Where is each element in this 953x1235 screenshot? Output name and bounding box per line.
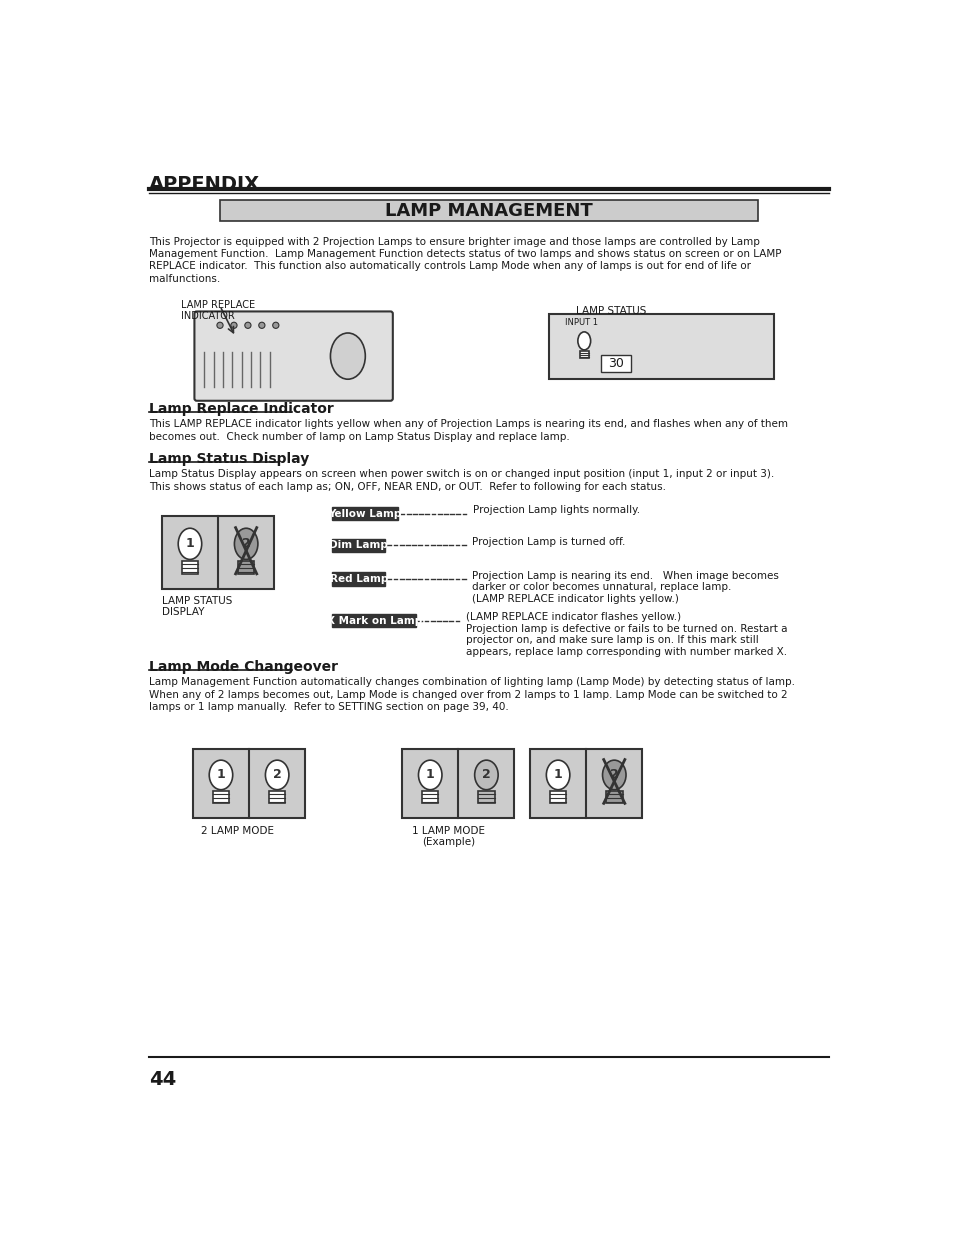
Text: REPLACE indicator.  This function also automatically controls Lamp Mode when any: REPLACE indicator. This function also au…	[149, 262, 750, 272]
Text: Projection Lamp is turned off.: Projection Lamp is turned off.	[472, 537, 624, 547]
FancyBboxPatch shape	[269, 790, 285, 803]
Text: X Mark on Lamp: X Mark on Lamp	[326, 615, 421, 626]
Text: 1: 1	[425, 768, 435, 782]
Text: LAMP STATUS
DISPLAY: LAMP STATUS DISPLAY	[162, 595, 232, 618]
Text: projector on, and make sure lamp is on. If this mark still: projector on, and make sure lamp is on. …	[465, 635, 758, 645]
Text: Projection lamp is defective or fails to be turned on. Restart a: Projection lamp is defective or fails to…	[465, 624, 786, 634]
FancyBboxPatch shape	[421, 790, 438, 803]
Ellipse shape	[546, 761, 569, 789]
FancyBboxPatch shape	[194, 311, 393, 401]
FancyBboxPatch shape	[332, 508, 397, 520]
Text: 1: 1	[186, 537, 194, 551]
Text: malfunctions.: malfunctions.	[149, 274, 220, 284]
Text: 2: 2	[241, 537, 251, 551]
Ellipse shape	[245, 322, 251, 329]
FancyBboxPatch shape	[549, 790, 566, 803]
Ellipse shape	[418, 761, 441, 789]
Ellipse shape	[209, 761, 233, 789]
Text: (LAMP REPLACE indicator flashes yellow.): (LAMP REPLACE indicator flashes yellow.)	[465, 613, 680, 622]
Text: 1 LAMP MODE
(Example): 1 LAMP MODE (Example)	[412, 826, 485, 847]
FancyBboxPatch shape	[332, 573, 385, 585]
FancyBboxPatch shape	[220, 200, 757, 221]
Text: LAMP MANAGEMENT: LAMP MANAGEMENT	[385, 201, 592, 220]
Ellipse shape	[234, 529, 257, 559]
FancyBboxPatch shape	[600, 354, 630, 372]
Text: 1: 1	[553, 768, 562, 782]
Ellipse shape	[178, 529, 201, 559]
Text: 2: 2	[273, 768, 281, 782]
Ellipse shape	[231, 322, 236, 329]
Text: appears, replace lamp corresponding with number marked X.: appears, replace lamp corresponding with…	[465, 647, 786, 657]
Text: This shows status of each lamp as; ON, OFF, NEAR END, or OUT.  Refer to followin: This shows status of each lamp as; ON, O…	[149, 482, 665, 492]
Text: APPENDIX: APPENDIX	[149, 175, 259, 194]
Ellipse shape	[602, 761, 625, 789]
Text: Projection Lamp is nearing its end.   When image becomes: Projection Lamp is nearing its end. When…	[472, 571, 778, 580]
Text: INPUT 1: INPUT 1	[564, 317, 598, 326]
Text: 30: 30	[607, 357, 623, 369]
Text: 2: 2	[609, 768, 618, 782]
Text: LAMP STATUS: LAMP STATUS	[576, 306, 646, 316]
Ellipse shape	[330, 333, 365, 379]
FancyBboxPatch shape	[162, 516, 274, 589]
Ellipse shape	[273, 322, 278, 329]
Text: Dim Lamp: Dim Lamp	[329, 540, 388, 550]
Ellipse shape	[265, 761, 289, 789]
Text: Red Lamp: Red Lamp	[329, 574, 388, 584]
Text: Lamp Status Display: Lamp Status Display	[149, 452, 309, 467]
Text: This Projector is equipped with 2 Projection Lamps to ensure brighter image and : This Projector is equipped with 2 Projec…	[149, 237, 759, 247]
Text: This LAMP REPLACE indicator lights yellow when any of Projection Lamps is nearin: This LAMP REPLACE indicator lights yello…	[149, 419, 787, 430]
Text: (LAMP REPLACE indicator lights yellow.): (LAMP REPLACE indicator lights yellow.)	[472, 594, 678, 604]
FancyBboxPatch shape	[332, 538, 385, 552]
FancyBboxPatch shape	[579, 351, 588, 358]
FancyBboxPatch shape	[237, 561, 254, 574]
FancyBboxPatch shape	[182, 561, 198, 574]
Text: Lamp Mode Changeover: Lamp Mode Changeover	[149, 661, 337, 674]
Ellipse shape	[475, 761, 497, 789]
Text: Management Function.  Lamp Management Function detects status of two lamps and s: Management Function. Lamp Management Fun…	[149, 249, 781, 259]
Text: becomes out.  Check number of lamp on Lamp Status Display and replace lamp.: becomes out. Check number of lamp on Lam…	[149, 431, 569, 442]
Text: 2 LAMP MODE: 2 LAMP MODE	[200, 826, 274, 836]
Text: When any of 2 lamps becomes out, Lamp Mode is changed over from 2 lamps to 1 lam: When any of 2 lamps becomes out, Lamp Mo…	[149, 689, 786, 699]
Text: darker or color becomes unnatural, replace lamp.: darker or color becomes unnatural, repla…	[472, 582, 731, 592]
Text: Yellow Lamp: Yellow Lamp	[328, 509, 401, 519]
Text: LAMP REPLACE
INDICATOR: LAMP REPLACE INDICATOR	[181, 300, 255, 321]
Text: Lamp Replace Indicator: Lamp Replace Indicator	[149, 403, 334, 416]
Text: Projection Lamp lights normally.: Projection Lamp lights normally.	[472, 505, 639, 515]
FancyBboxPatch shape	[477, 790, 494, 803]
FancyBboxPatch shape	[193, 748, 305, 818]
Text: Lamp Management Function automatically changes combination of lighting lamp (Lam: Lamp Management Function automatically c…	[149, 677, 794, 687]
Text: Lamp Status Display appears on screen when power switch is on or changed input p: Lamp Status Display appears on screen wh…	[149, 469, 773, 479]
FancyBboxPatch shape	[605, 790, 622, 803]
Ellipse shape	[216, 322, 223, 329]
Text: 1: 1	[216, 768, 225, 782]
Ellipse shape	[578, 332, 590, 350]
Ellipse shape	[258, 322, 265, 329]
FancyBboxPatch shape	[332, 614, 416, 627]
FancyBboxPatch shape	[549, 314, 773, 379]
FancyBboxPatch shape	[530, 748, 641, 818]
Text: lamps or 1 lamp manually.  Refer to SETTING section on page 39, 40.: lamps or 1 lamp manually. Refer to SETTI…	[149, 701, 508, 711]
FancyBboxPatch shape	[213, 790, 229, 803]
Text: 44: 44	[149, 1070, 175, 1089]
FancyBboxPatch shape	[402, 748, 514, 818]
Text: 2: 2	[481, 768, 490, 782]
